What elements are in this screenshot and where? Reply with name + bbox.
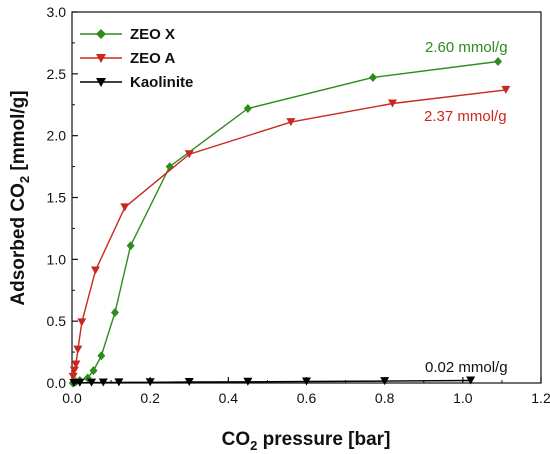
data-point-kaolinite	[75, 378, 85, 387]
legend-label-zeo-a: ZEO A	[130, 50, 175, 67]
data-point-kaolinite	[466, 376, 476, 385]
data-point-kaolinite	[302, 377, 311, 386]
data-point-zeo-a	[90, 266, 100, 275]
legend-label-zeo-x: ZEO X	[130, 26, 175, 43]
annotation-zeo-a: 2.37 mmol/g	[424, 108, 507, 125]
legend-marker-zeo-x	[96, 29, 106, 39]
x-axis: 0.0 0.2 0.4 0.6 0.8 1.0 1.2	[62, 377, 550, 406]
plot-frame	[71, 11, 542, 384]
y-tick-label: 2.5	[47, 66, 67, 82]
data-point-zeo-a	[71, 360, 81, 369]
y-tick-label: 0.5	[47, 313, 67, 329]
data-point-zeo-a	[68, 372, 78, 381]
legend: ZEO X ZEO A Kaolinite	[80, 26, 193, 91]
y-tick-label: 3.0	[47, 4, 67, 20]
data-point-kaolinite	[380, 377, 390, 386]
data-point-zeo-x	[110, 308, 119, 318]
x-tick-label: 1.0	[453, 390, 473, 406]
data-point-zeo-x	[368, 73, 377, 83]
x-axis-title-sub: 2	[250, 438, 257, 453]
y-tick-label: 2.0	[47, 128, 67, 144]
x-tick-label: 0.2	[140, 390, 160, 406]
x-tick-label: 0.0	[62, 390, 82, 406]
y-axis-title-rest: [mmol/g]	[8, 90, 29, 176]
data-point-kaolinite	[87, 378, 97, 387]
data-point-zeo-a	[286, 118, 296, 127]
data-point-zeo-a	[501, 85, 511, 94]
series-line-zeo-a	[72, 89, 506, 377]
y-axis: 0.0 0.5 1.0 1.5 2.0 2.5 3.0	[47, 4, 78, 391]
data-point-zeo-a	[69, 366, 79, 375]
data-point-zeo-x	[494, 56, 503, 66]
data-point-zeo-a	[77, 318, 87, 327]
data-point-kaolinite	[184, 378, 194, 387]
x-tick-label: 0.8	[375, 390, 395, 406]
legend-marker-zeo-a	[96, 54, 106, 63]
data-point-kaolinite	[69, 379, 79, 387]
data-point-zeo-x	[126, 241, 135, 251]
x-axis-title-rest: pressure [bar]	[257, 429, 390, 450]
data-point-zeo-x	[89, 366, 98, 376]
x-axis-title-main: CO	[222, 429, 251, 450]
data-point-kaolinite	[145, 378, 155, 387]
data-point-kaolinite	[114, 378, 124, 387]
data-point-zeo-x	[97, 351, 106, 361]
x-axis-title: CO2 pressure [bar]	[222, 429, 391, 453]
y-axis-title: Adsorbed CO2 [mmol/g]	[8, 90, 32, 305]
annotation-zeo-x: 2.60 mmol/g	[425, 39, 508, 56]
legend-marker-kaolinite	[96, 78, 106, 87]
data-point-kaolinite	[243, 377, 253, 386]
y-tick-label: 1.5	[47, 190, 67, 206]
data-point-zeo-a	[184, 150, 194, 159]
data-point-kaolinite	[98, 378, 108, 387]
y-axis-title-sub: 2	[17, 176, 32, 183]
x-tick-label: 0.6	[297, 390, 317, 406]
x-tick-label: 0.4	[219, 390, 239, 406]
x-tick-label: 1.2	[531, 390, 550, 406]
data-point-zeo-a	[73, 345, 83, 354]
data-point-zeo-x	[243, 103, 252, 113]
y-tick-label: 1.0	[47, 251, 67, 267]
data-point-zeo-a	[120, 203, 130, 212]
y-tick-label: 0.0	[47, 375, 67, 391]
y-axis-title-main: Adsorbed CO	[8, 183, 29, 305]
series-layer	[68, 56, 511, 388]
annotation-kaolinite: 0.02 mmol/g	[425, 359, 508, 376]
legend-label-kaolinite: Kaolinite	[130, 74, 193, 91]
data-point-zeo-a	[387, 99, 397, 108]
